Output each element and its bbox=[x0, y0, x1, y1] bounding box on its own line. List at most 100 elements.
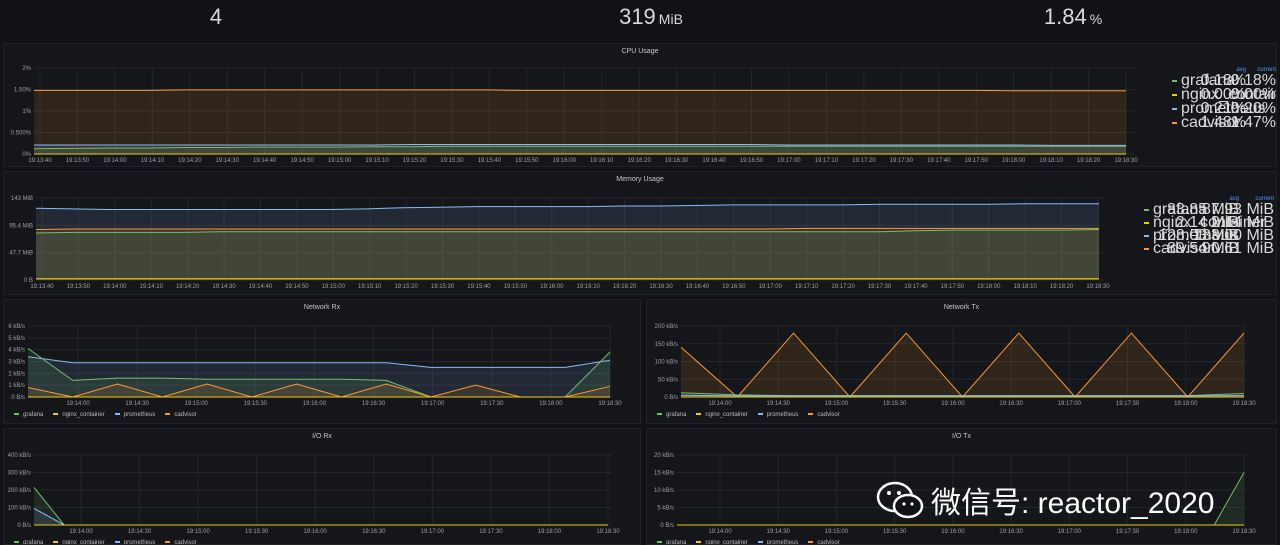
panel-title[interactable]: I/O Tx bbox=[952, 433, 971, 440]
x-tick-label: 19:16:10 bbox=[590, 158, 614, 164]
x-tick-label: 19:16:50 bbox=[722, 284, 746, 290]
io-rx-panel[interactable]: I/O Rx 400 kB/s 300 kB/s 200 kB/s 100 kB/s 0… bbox=[3, 428, 641, 545]
legend-item[interactable]: grafana bbox=[14, 412, 43, 418]
legend-series-name[interactable]: grafana bbox=[666, 540, 687, 545]
legend-item[interactable]: grafana bbox=[14, 540, 44, 545]
x-tick-label: 19:15:00 bbox=[322, 284, 346, 290]
legend-series-name[interactable]: grafana bbox=[666, 412, 687, 418]
x-tick-label: 19:16:30 bbox=[999, 529, 1023, 535]
panel-title[interactable]: Memory Usage bbox=[616, 176, 664, 183]
legend-series-name[interactable]: grafana bbox=[1153, 201, 1208, 218]
x-tick-label: 19:18:20 bbox=[1077, 158, 1101, 164]
legend-series-name[interactable]: cadvisor bbox=[1181, 114, 1241, 131]
legend-swatch bbox=[696, 541, 702, 544]
legend-avg-header[interactable]: avg bbox=[1229, 196, 1239, 202]
x-tick-label: 19:18:30 bbox=[1086, 284, 1110, 290]
legend-series-name[interactable]: prometheus bbox=[1181, 100, 1266, 117]
network-rx-panel[interactable]: Network Rx 6 kB/s 5 kB/s 4 kB/s 3 kB/s 2 kB/… bbox=[3, 299, 641, 424]
legend-series-name[interactable]: nginx_container bbox=[1181, 86, 1276, 103]
cpu-usage-panel[interactable]: CPU Usage 2% 1.50% 1% 0.500% 0% 19:13:40 19:13… bbox=[3, 43, 1277, 167]
legend-item[interactable]: grafana 83.85 MiB 87.93 MiB bbox=[1144, 201, 1274, 218]
x-tick-label: 19:17:10 bbox=[795, 284, 819, 290]
legend-item[interactable]: nginx_container bbox=[696, 412, 748, 418]
legend-item[interactable]: prometheus bbox=[114, 540, 156, 545]
legend-series-name[interactable]: grafana bbox=[23, 540, 44, 545]
panel-title[interactable]: CPU Usage bbox=[621, 48, 659, 55]
legend-series-name[interactable]: nginx_container bbox=[705, 540, 748, 545]
legend-avg-header[interactable]: avg bbox=[1236, 67, 1246, 73]
legend-series-name[interactable]: grafana bbox=[23, 412, 44, 418]
legend-series-name[interactable]: prometheus bbox=[766, 412, 799, 418]
series-area-prometheus bbox=[34, 508, 608, 525]
legend-series-name[interactable]: cadvisor bbox=[174, 412, 197, 418]
legend-item[interactable]: cadvisor bbox=[165, 412, 197, 418]
y-tick-label: 15 kB/s bbox=[654, 471, 674, 477]
legend-series-name[interactable]: cadvisor bbox=[174, 540, 197, 545]
x-tick-label: 19:14:00 bbox=[69, 529, 93, 535]
x-tick-label: 19:14:00 bbox=[708, 529, 732, 535]
legend-series-name[interactable]: cadvisor bbox=[1153, 240, 1213, 257]
legend-series-name[interactable]: prometheus bbox=[1153, 227, 1238, 244]
legend-current-header[interactable]: current bbox=[1257, 67, 1276, 73]
legend-series-name[interactable]: cadvisor bbox=[817, 540, 840, 545]
legend-item[interactable]: cadvisor bbox=[808, 540, 840, 545]
panel-title[interactable]: Network Rx bbox=[303, 304, 341, 311]
legend-avg-value: 0.18% bbox=[1200, 72, 1246, 89]
legend-item[interactable]: cadvisor bbox=[165, 540, 197, 545]
legend-item[interactable]: prometheus bbox=[757, 540, 799, 545]
legend-item[interactable]: cadvisor 1.48% 1.47% bbox=[1172, 114, 1276, 131]
y-tick-label: 100 kB/s bbox=[8, 506, 31, 512]
legend-swatch bbox=[1144, 234, 1149, 237]
legend-swatch bbox=[114, 541, 120, 544]
series-line-prometheus bbox=[27, 356, 611, 368]
series-line-prometheus bbox=[680, 394, 1245, 397]
x-tick-label: 19:14:30 bbox=[212, 284, 236, 290]
x-tick-label: 19:14:40 bbox=[249, 284, 273, 290]
legend-item[interactable]: nginx_container0.00%0.00% bbox=[1172, 86, 1276, 103]
legend-series-name[interactable]: cadvisor bbox=[817, 412, 840, 418]
x-tick-label: 19:18:00 bbox=[1174, 529, 1198, 535]
network-tx-panel[interactable]: Network Tx 200 kB/s 150 kB/s 100 kB/s 50 kB… bbox=[646, 299, 1277, 424]
legend-series-name[interactable]: nginx_container bbox=[62, 540, 105, 545]
legend-item[interactable]: prometheus bbox=[114, 412, 156, 418]
series-area-grafana bbox=[34, 487, 608, 525]
legend-current-header[interactable]: current bbox=[1255, 196, 1274, 202]
x-tick-label: 19:14:00 bbox=[103, 284, 127, 290]
legend-swatch bbox=[1172, 79, 1177, 82]
x-tick-label: 19:16:00 bbox=[303, 401, 327, 407]
legend-item[interactable]: grafana bbox=[657, 412, 686, 418]
legend-item[interactable]: cadvisor 89.54 MiB 90.61 MiB bbox=[1144, 240, 1274, 257]
legend-item[interactable]: cadvisor bbox=[808, 412, 840, 418]
series-area-cadvisor bbox=[36, 228, 1099, 280]
legend-series-name[interactable]: nginx_container bbox=[705, 412, 748, 418]
legend-item[interactable]: nginx_container bbox=[53, 540, 105, 545]
panel-title[interactable]: Network Tx bbox=[943, 304, 980, 311]
bottom-legend: grafana nginx_container prometheus cadvisor bbox=[14, 412, 207, 418]
iorx-chart-svg: 400 kB/s 300 kB/s 200 kB/s 100 kB/s 0 B/s 19:… bbox=[8, 453, 621, 535]
legend-item[interactable]: grafana bbox=[657, 540, 687, 545]
io-tx-panel[interactable]: I/O Tx 20 kB/s 15 kB/s 10 kB/s 5 kB/s 0 B/s 1… bbox=[646, 428, 1277, 545]
x-tick-label: 19:16:30 bbox=[362, 529, 386, 535]
y-tick-label: 95.4 MiB bbox=[9, 223, 33, 229]
legend-series-name[interactable]: nginx_container bbox=[1153, 214, 1266, 231]
x-tick-label: 19:14:00 bbox=[103, 158, 127, 164]
y-tick-label: 0 B/s bbox=[664, 395, 678, 401]
legend-item[interactable]: prometheus 0.21% 0.20% bbox=[1172, 100, 1276, 117]
legend-series-name[interactable]: prometheus bbox=[766, 540, 799, 545]
legend-series-name[interactable]: nginx_container bbox=[62, 412, 105, 418]
legend-series-name[interactable]: prometheus bbox=[123, 540, 156, 545]
legend-item[interactable]: nginx_container bbox=[53, 412, 105, 418]
x-tick-label: 19:16:00 bbox=[540, 284, 564, 290]
x-tick-label: 19:17:50 bbox=[941, 284, 965, 290]
legend-item[interactable]: prometheus 128.03 MiB 133.00 MiB bbox=[1144, 227, 1274, 244]
legend-series-name[interactable]: grafana bbox=[1181, 72, 1236, 89]
legend-current-value: 133.00 MiB bbox=[1193, 227, 1274, 244]
legend-swatch bbox=[808, 413, 814, 416]
legend-item[interactable]: grafana 0.18% 0.18% bbox=[1172, 72, 1276, 89]
panel-title[interactable]: I/O Rx bbox=[312, 433, 332, 440]
legend-item[interactable]: prometheus bbox=[757, 412, 799, 418]
legend-item[interactable]: nginx_container 2.14 MiB 2.14 MiB bbox=[1144, 214, 1274, 231]
legend-series-name[interactable]: prometheus bbox=[123, 412, 156, 418]
legend-item[interactable]: nginx_container bbox=[696, 540, 748, 545]
